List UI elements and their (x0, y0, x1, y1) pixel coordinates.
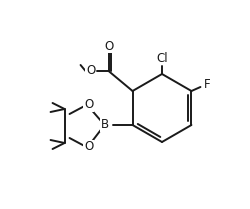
Text: O: O (104, 40, 113, 52)
Text: O: O (84, 140, 93, 153)
Text: Cl: Cl (156, 51, 167, 65)
Text: O: O (86, 65, 95, 78)
Text: O: O (84, 98, 93, 111)
Text: B: B (100, 119, 108, 131)
Text: F: F (203, 79, 210, 92)
